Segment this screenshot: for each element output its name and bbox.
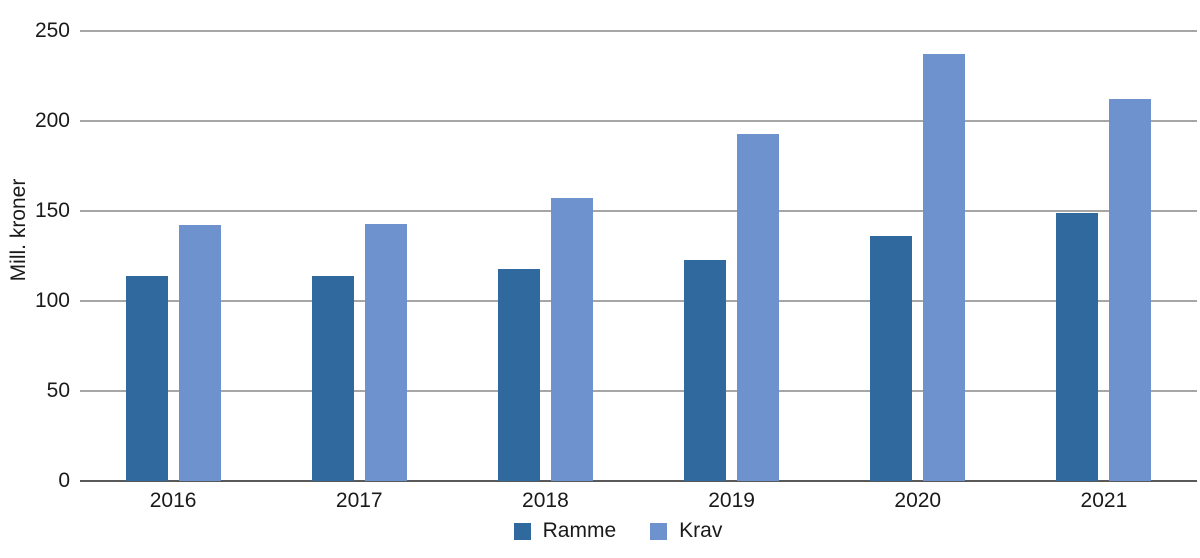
x-tick-label-2016: 2016 [149,489,197,512]
x-axis-line [80,480,1197,482]
x-tick-label-2019: 2019 [708,489,755,512]
gridline-150 [80,210,1197,212]
y-tick-label-250: 250 [34,19,70,42]
bar-ramme-2018 [497,268,540,481]
legend-label-ramme: Ramme [542,519,617,542]
legend-label-krav: Krav [679,519,723,542]
bar-krav-2020 [923,54,966,481]
x-tick-label-2017: 2017 [335,489,383,512]
bar-krav-2017 [364,223,407,481]
y-tick-label-150: 150 [34,199,70,222]
y-tick-label-200: 200 [34,109,70,132]
legend: Ramme Krav [18,517,1200,545]
bar-ramme-2020 [870,236,913,481]
bar-krav-2019 [737,133,780,481]
legend-swatch-ramme-icon [513,522,531,540]
legend-item-krav: Krav [650,519,722,543]
gridline-250 [80,30,1197,32]
x-tick-label-2020: 2020 [894,489,942,512]
y-tick-label-100: 100 [34,289,70,312]
bar-krav-2018 [550,198,593,481]
legend-swatch-krav-icon [650,522,668,540]
bar-krav-2016 [178,225,221,481]
bar-krav-2021 [1109,99,1152,481]
bar-ramme-2019 [684,259,727,481]
x-tick-label-2021: 2021 [1080,489,1128,512]
bar-ramme-2017 [311,275,354,481]
y-tick-label-50: 50 [46,379,70,402]
x-tick-label-2018: 2018 [522,489,569,512]
bar-ramme-2021 [1056,212,1099,481]
gridline-200 [80,120,1197,122]
gridline-100 [80,300,1197,302]
bar-ramme-2016 [125,275,168,481]
y-tick-label-0: 0 [58,469,70,492]
gridline-50 [80,390,1197,392]
legend-item-ramme: Ramme [513,519,617,543]
